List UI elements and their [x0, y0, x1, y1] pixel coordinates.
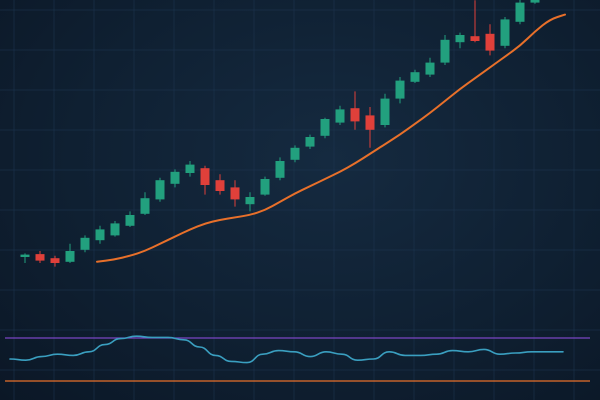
bullish-candle [380, 93, 390, 128]
candle-body [350, 108, 360, 122]
bullish-candle [440, 35, 450, 65]
bullish-candle [245, 192, 255, 212]
candle-body [305, 137, 315, 147]
candle-body [200, 168, 210, 185]
candles-layer [20, 0, 540, 267]
bullish-candle [260, 176, 270, 196]
bullish-candle [455, 32, 465, 49]
bearish-candle [365, 107, 375, 148]
bullish-candle [275, 157, 285, 181]
bearish-candle [485, 24, 495, 56]
moving-average-line [96, 13, 566, 263]
bullish-candle [185, 161, 195, 177]
candle-body [95, 229, 105, 241]
bearish-candle [35, 251, 45, 263]
bullish-candle [530, 0, 540, 4]
bullish-candle [500, 17, 510, 49]
candle-body [425, 62, 435, 75]
candle-body [410, 72, 420, 82]
candle-body [230, 187, 240, 200]
bullish-candle [65, 243, 75, 263]
bullish-candle [170, 169, 180, 188]
bearish-candle [350, 91, 360, 130]
oscillator-panel [5, 335, 590, 382]
candle-body [380, 98, 390, 125]
candle-body [440, 39, 450, 63]
candle-body [485, 33, 495, 51]
price-panel [20, 0, 566, 267]
candle-body [500, 19, 510, 46]
candle-body [290, 147, 300, 160]
candle-body [455, 35, 465, 43]
bearish-candle [470, 0, 480, 43]
bullish-candle [425, 57, 435, 77]
bullish-candle [335, 105, 345, 125]
candle-body [515, 2, 525, 22]
bullish-candle [20, 253, 30, 263]
bearish-candle [215, 174, 225, 195]
bullish-candle [140, 192, 150, 215]
bearish-candle [50, 255, 60, 267]
bullish-candle [515, 0, 525, 25]
bullish-candle [80, 235, 90, 253]
bearish-candle [230, 180, 240, 207]
candle-body [170, 171, 180, 184]
bullish-candle [95, 225, 105, 244]
candle-body [155, 180, 165, 200]
candle-body [65, 251, 75, 262]
bullish-candle [395, 77, 405, 104]
candle-body [215, 180, 225, 191]
candle-body [365, 115, 375, 130]
candle-body [320, 119, 330, 136]
candle-body [335, 109, 345, 123]
candle-body [275, 161, 285, 178]
candle-body [185, 164, 195, 173]
candle-body [140, 198, 150, 214]
bullish-candle [410, 69, 420, 83]
candle-body [395, 80, 405, 99]
candle-body [35, 254, 45, 261]
bullish-candle [125, 211, 135, 227]
candle-body [80, 237, 90, 250]
oscillator-line [9, 335, 564, 364]
bullish-candle [290, 145, 300, 163]
candle-body [110, 223, 120, 236]
candle-body [260, 179, 270, 195]
candle-body [530, 0, 540, 3]
candle-body [20, 254, 30, 257]
candle-body [50, 258, 60, 263]
bullish-candle [320, 117, 330, 139]
bullish-candle [110, 221, 120, 237]
candle-body [245, 197, 255, 205]
bullish-candle [155, 177, 165, 202]
candle-body [470, 36, 480, 41]
candle-body [125, 215, 135, 226]
moving-average-layer [96, 13, 566, 263]
bearish-candle [200, 165, 210, 195]
bullish-candle [305, 134, 315, 149]
